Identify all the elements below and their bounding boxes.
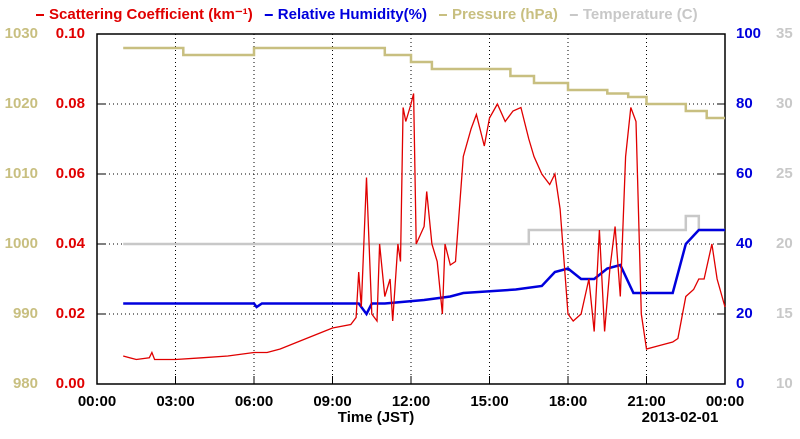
y-tick-label: 990 bbox=[13, 305, 38, 322]
y-tick-label: 0.04 bbox=[56, 235, 86, 252]
series-line bbox=[123, 93, 726, 361]
x-tick-label: 12:00 bbox=[392, 393, 430, 410]
y-tick-label: 15 bbox=[776, 305, 793, 322]
x-tick-label: 09:00 bbox=[313, 393, 351, 410]
y-tick-label: 35 bbox=[776, 25, 793, 42]
x-tick-label: 03:00 bbox=[156, 393, 194, 410]
x-tick-label: 00:00 bbox=[706, 393, 744, 410]
y-tick-label: 100 bbox=[736, 25, 761, 42]
y-tick-label: 0 bbox=[736, 375, 744, 392]
series-line bbox=[123, 46, 725, 120]
y-tick-label: 20 bbox=[736, 305, 753, 322]
y-tick-label: 0.08 bbox=[56, 95, 85, 112]
series-line bbox=[123, 228, 725, 317]
x-tick-label: 06:00 bbox=[235, 393, 273, 410]
y-tick-label: 0.06 bbox=[56, 165, 85, 182]
x-tick-label: 18:00 bbox=[549, 393, 587, 410]
y-tick-label: 1010 bbox=[5, 165, 38, 182]
y-tick-label: 30 bbox=[776, 95, 793, 112]
y-tick-label: 60 bbox=[736, 165, 753, 182]
y-tick-label: 25 bbox=[776, 165, 793, 182]
series-line bbox=[123, 214, 725, 246]
plot-frame bbox=[96, 33, 726, 385]
legend-entry: Relative Humidity(%) bbox=[278, 6, 427, 23]
legend-entry: Pressure (hPa) bbox=[452, 6, 558, 23]
y-tick-label: 0.00 bbox=[56, 375, 85, 392]
x-tick-label: 21:00 bbox=[627, 393, 665, 410]
y-tick-label: 10 bbox=[776, 375, 793, 392]
x-tick-label: 15:00 bbox=[470, 393, 508, 410]
y-tick-label: 1020 bbox=[5, 95, 38, 112]
date-label: 2013-02-01 bbox=[642, 409, 719, 426]
y-tick-label: 0.10 bbox=[56, 25, 85, 42]
legend-entry: Temperature (C) bbox=[583, 6, 698, 23]
y-tick-label: 20 bbox=[776, 235, 793, 252]
y-tick-label: 80 bbox=[736, 95, 753, 112]
x-tick-label: 00:00 bbox=[78, 393, 116, 410]
y-tick-label: 1030 bbox=[5, 25, 38, 42]
y-tick-label: 40 bbox=[736, 235, 753, 252]
y-tick-label: 1000 bbox=[5, 235, 38, 252]
x-axis-label: Time (JST) bbox=[338, 409, 414, 426]
y-tick-label: 980 bbox=[13, 375, 38, 392]
legend-entry: Scattering Coefficient (km⁻¹) bbox=[49, 6, 253, 23]
y-tick-label: 0.02 bbox=[56, 305, 85, 322]
